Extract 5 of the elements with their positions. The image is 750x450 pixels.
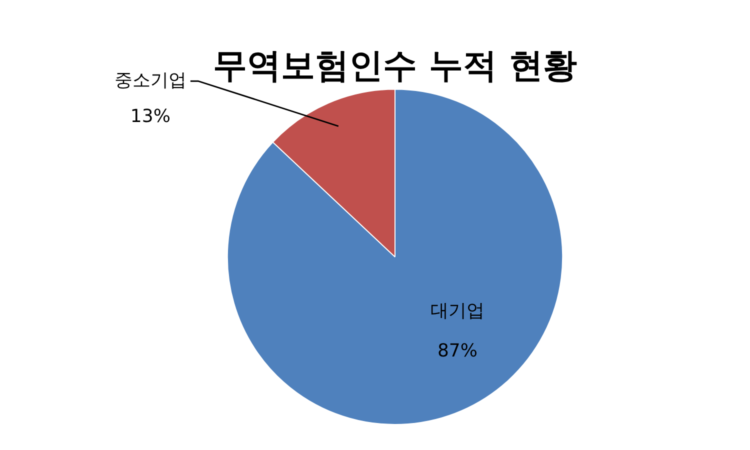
- data-label: 13%: [130, 106, 170, 127]
- slice-label: 중소기업: [114, 70, 186, 91]
- slice-label: 대기업: [430, 300, 484, 322]
- chart-title: 무역보험인수 누적 현황: [213, 46, 577, 86]
- data-label: 87%: [437, 340, 478, 362]
